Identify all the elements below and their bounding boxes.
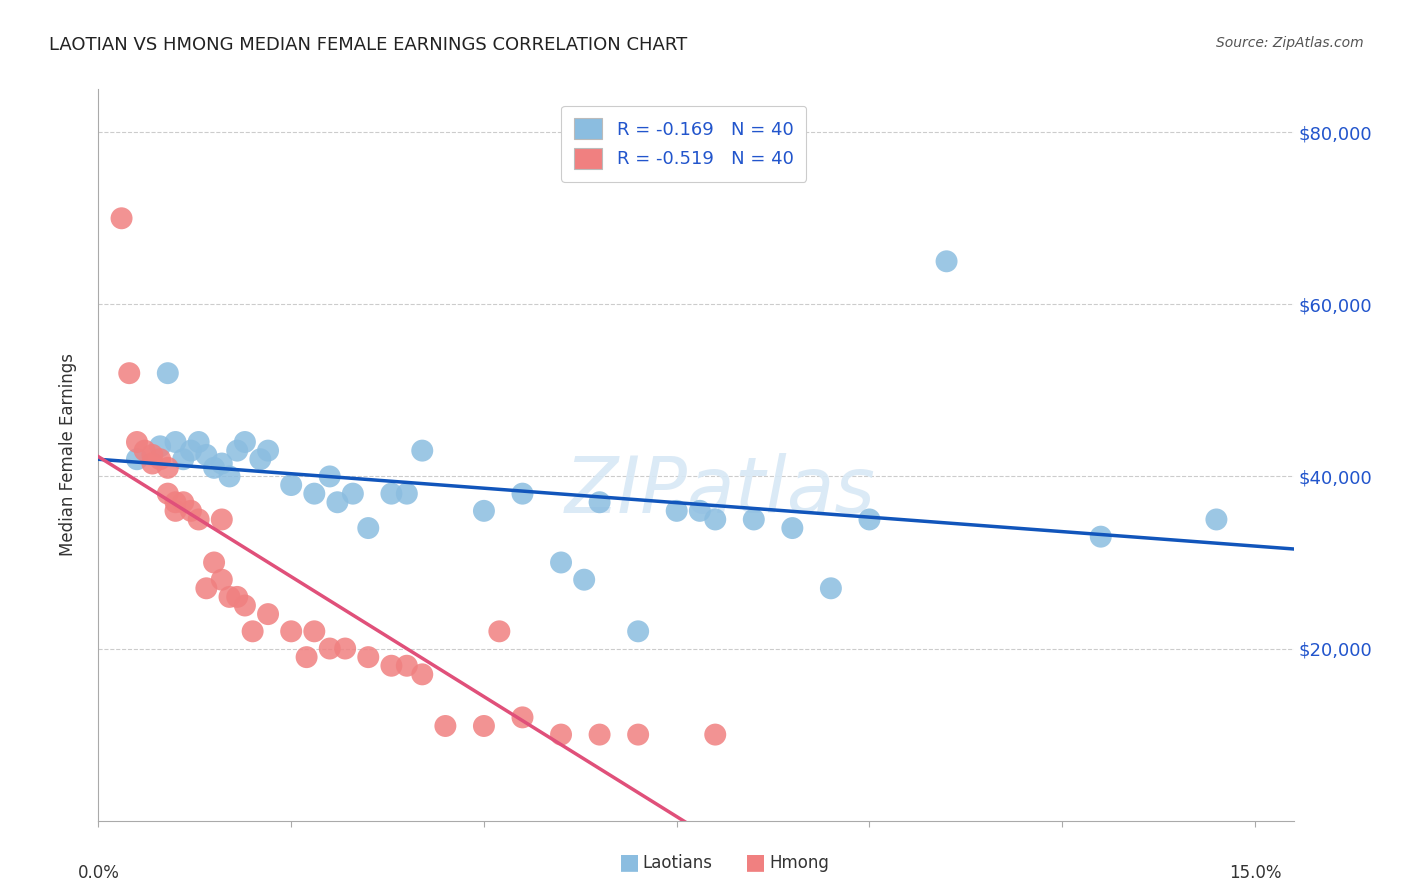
Point [280,624,302,639]
Point [380,658,402,673]
Point [319,641,342,656]
Point [202,460,225,475]
Point [512,710,534,724]
Point [550,556,572,570]
Point [218,469,240,483]
Point [125,435,148,450]
Text: 15.0%: 15.0% [1229,863,1281,881]
Point [1090,530,1112,544]
Point [782,521,804,535]
Point [125,452,148,467]
Text: ■: ■ [745,853,766,872]
Point [858,512,880,526]
Point [233,435,256,450]
Point [627,624,650,639]
Point [295,650,318,665]
Point [118,366,141,380]
Point [156,366,179,380]
Point [326,495,349,509]
Point [935,254,957,268]
Point [149,439,172,453]
Point [689,504,711,518]
Point [1205,512,1227,526]
Point [165,495,187,509]
Point [304,486,326,500]
Text: 0.0%: 0.0% [77,863,120,881]
Point [226,443,249,458]
Point [472,504,495,518]
Point [141,457,163,471]
Point [488,624,510,639]
Point [627,728,650,742]
Point [704,512,727,526]
Point [226,590,249,604]
Point [588,728,610,742]
Point [395,486,418,500]
Point [233,599,256,613]
Point [395,658,418,673]
Text: Hmong: Hmong [769,855,830,872]
Point [211,512,233,526]
Point [280,478,302,492]
Point [357,650,380,665]
Point [572,573,595,587]
Point [304,624,326,639]
Point [550,728,572,742]
Point [202,556,225,570]
Point [211,573,233,587]
Point [588,495,610,509]
Point [704,728,727,742]
Text: LAOTIAN VS HMONG MEDIAN FEMALE EARNINGS CORRELATION CHART: LAOTIAN VS HMONG MEDIAN FEMALE EARNINGS … [49,36,688,54]
Point [512,486,534,500]
Point [411,443,433,458]
Y-axis label: Median Female Earnings: Median Female Earnings [59,353,77,557]
Point [156,486,179,500]
Legend: R = -0.169   N = 40, R = -0.519   N = 40: R = -0.169 N = 40, R = -0.519 N = 40 [561,105,807,182]
Text: Source: ZipAtlas.com: Source: ZipAtlas.com [1216,36,1364,50]
Text: ZIPatlas: ZIPatlas [564,453,876,530]
Point [333,641,356,656]
Point [820,582,842,596]
Point [380,486,402,500]
Point [742,512,765,526]
Point [187,512,209,526]
Point [434,719,457,733]
Point [180,443,202,458]
Point [411,667,433,681]
Point [187,435,209,450]
Point [134,443,156,458]
Point [242,624,264,639]
Point [172,495,194,509]
Point [218,590,240,604]
Point [156,460,179,475]
Point [195,582,218,596]
Point [141,448,163,462]
Text: Laotians: Laotians [643,855,713,872]
Point [342,486,364,500]
Point [165,504,187,518]
Point [165,435,187,450]
Point [211,457,233,471]
Point [665,504,688,518]
Point [472,719,495,733]
Point [249,452,271,467]
Point [149,452,172,467]
Point [257,443,280,458]
Point [172,452,194,467]
Point [319,469,342,483]
Point [195,448,218,462]
Point [357,521,380,535]
Point [110,211,132,226]
Point [257,607,280,621]
Point [180,504,202,518]
Text: ■: ■ [619,853,640,872]
